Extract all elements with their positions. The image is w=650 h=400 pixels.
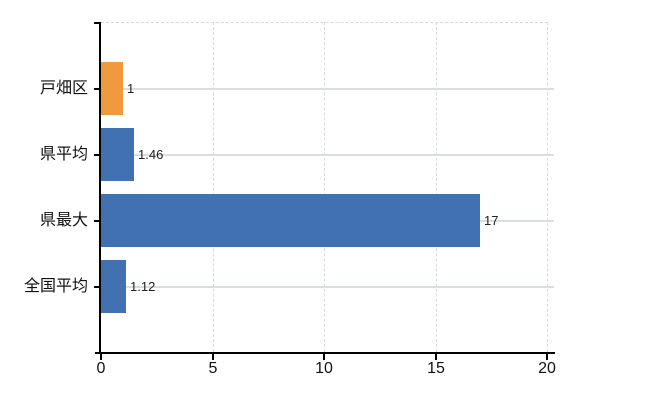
y-axis-tick	[94, 286, 101, 288]
category-label: 県最大	[39, 212, 88, 229]
bar	[101, 194, 480, 247]
horizontal-gridline	[101, 88, 554, 90]
y-axis-tick	[94, 220, 101, 222]
vertical-gridline	[547, 22, 548, 352]
category-label: 戸畑区	[39, 80, 88, 97]
x-axis-line	[95, 352, 555, 354]
vertical-gridline	[213, 22, 214, 352]
value-label: 17	[484, 213, 499, 228]
vertical-gridline	[324, 22, 325, 352]
x-tick-label: 10	[315, 360, 333, 377]
x-tick-label: 20	[538, 360, 556, 377]
x-axis-tick	[100, 354, 102, 360]
y-axis-tick	[94, 88, 101, 90]
x-axis-tick	[435, 354, 437, 360]
category-label: 全国平均	[23, 278, 88, 295]
value-label: 1.12	[130, 279, 156, 294]
x-tick-label: 5	[208, 360, 218, 377]
horizontal-gridline	[101, 286, 554, 288]
x-tick-label: 0	[96, 360, 106, 377]
bar	[101, 128, 134, 181]
value-label: 1	[127, 81, 135, 96]
y-axis-top-tick	[94, 22, 101, 24]
x-axis-tick	[546, 354, 548, 360]
bar	[101, 260, 126, 313]
y-axis-line	[99, 22, 101, 354]
y-axis-tick	[94, 154, 101, 156]
vertical-gridline	[436, 22, 437, 352]
category-label: 県平均	[39, 146, 88, 163]
horizontal-gridline	[101, 154, 554, 156]
x-tick-label: 15	[427, 360, 445, 377]
bar	[101, 62, 123, 115]
value-label: 1.46	[138, 147, 164, 162]
x-axis-tick	[212, 354, 214, 360]
x-axis-tick	[323, 354, 325, 360]
